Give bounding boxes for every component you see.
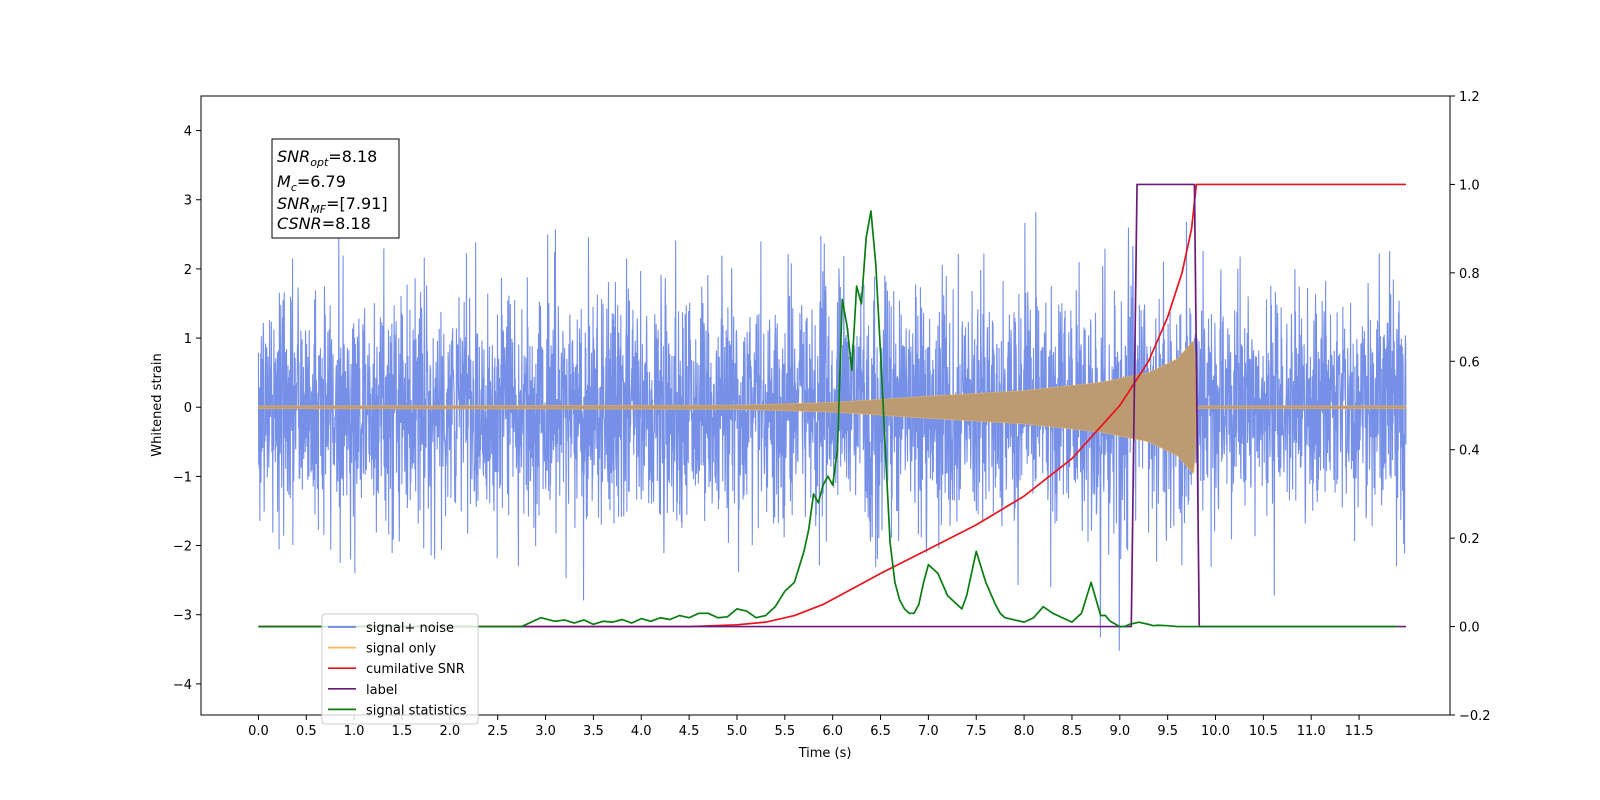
x-tick-label: 5.0 xyxy=(727,724,748,739)
x-tick-label: 3.5 xyxy=(583,724,604,739)
legend: signal+ noise signal only cumilative SNR la… xyxy=(321,613,479,725)
right-axis-series xyxy=(258,183,1406,628)
x-tick-label: 11.0 xyxy=(1297,724,1326,739)
x-tick-label: 5.5 xyxy=(774,724,795,739)
signal-only-series xyxy=(257,339,1407,475)
legend-label: signal only xyxy=(366,642,436,657)
info-snr-mf: SNRMF=[7.91] xyxy=(277,194,388,216)
x-tick-label: 9.0 xyxy=(1109,724,1130,739)
y-tick-label: 2 xyxy=(184,263,192,278)
info-box-frame xyxy=(271,138,400,239)
info-mc: Mc=6.79 xyxy=(277,172,346,194)
legend-label: signal+ noise xyxy=(366,621,454,636)
y2-tick-label: 0.0 xyxy=(1459,621,1480,636)
cumilative-snr-line xyxy=(258,183,1406,628)
x-tick-label: 11.5 xyxy=(1345,724,1374,739)
info-box: SNRopt=8.18 Mc=6.79 SNRMF=[7.91] CSNR=8.… xyxy=(271,138,400,239)
y2-tick-label: 0.4 xyxy=(1459,444,1480,459)
signal-only-band xyxy=(257,339,1407,475)
x-tick-label: 2.0 xyxy=(439,724,460,739)
legend-label: label xyxy=(366,683,397,698)
x-tick-label: 7.5 xyxy=(966,724,987,739)
y-tick-label: −1 xyxy=(173,470,192,485)
x-tick-label: 1.0 xyxy=(344,724,365,739)
x-tick-label: 6.5 xyxy=(870,724,891,739)
legend-label: signal statistics xyxy=(366,703,467,718)
y-axis-label: Whitened strain xyxy=(150,353,165,456)
x-tick-label: 6.0 xyxy=(822,724,843,739)
x-tick-label: 10.5 xyxy=(1249,724,1278,739)
x-tick-label: 2.5 xyxy=(487,724,508,739)
x-tick-label: 4.0 xyxy=(631,724,652,739)
y-axis-ticks: 4 3 2 1 0 −1 −2 −3 −4 xyxy=(173,125,201,693)
legend-label: cumilative SNR xyxy=(366,662,465,677)
x-axis-label: Time (s) xyxy=(798,746,852,761)
x-tick-label: 0.5 xyxy=(296,724,317,739)
y2-tick-label: 0.6 xyxy=(1459,355,1480,370)
x-tick-label: 10.0 xyxy=(1201,724,1230,739)
signal-statistics-line xyxy=(258,210,1398,628)
y-tick-label: −2 xyxy=(173,540,192,555)
y2-tick-label: 1.2 xyxy=(1459,90,1480,105)
info-snr-opt: SNRopt=8.18 xyxy=(277,147,377,169)
x-axis-ticks: 0.0 0.5 1.0 1.5 2.0 2.5 3.0 3.5 4.0 4.5 5.0 5.5 6.0 6… xyxy=(248,715,1374,739)
x-tick-label: 4.5 xyxy=(679,724,700,739)
x-tick-label: 0.0 xyxy=(248,724,269,739)
y2-tick-label: 1.0 xyxy=(1459,178,1480,193)
y2-tick-label: 0.8 xyxy=(1459,267,1480,282)
signal-noise-series xyxy=(257,212,1407,651)
x-tick-label: 8.0 xyxy=(1014,724,1035,739)
y-tick-label: 0 xyxy=(184,401,192,416)
x-tick-label: 7.0 xyxy=(918,724,939,739)
signal-noise-line xyxy=(257,212,1407,651)
x-tick-label: 8.5 xyxy=(1062,724,1083,739)
x-tick-label: 9.5 xyxy=(1157,724,1178,739)
y2-tick-label: −0.2 xyxy=(1459,709,1491,724)
y-tick-label: 3 xyxy=(184,194,192,209)
y2-axis-ticks: 1.2 1.0 0.8 0.6 0.4 0.2 0.0 −0.2 xyxy=(1450,90,1491,724)
x-tick-label: 3.0 xyxy=(535,724,556,739)
y-tick-label: −3 xyxy=(173,609,192,624)
x-tick-label: 1.5 xyxy=(392,724,413,739)
legend-frame xyxy=(321,613,479,725)
y2-tick-label: 0.2 xyxy=(1459,532,1480,547)
info-csnr: CSNR=8.18 xyxy=(277,214,371,233)
plot-frame xyxy=(200,95,1451,716)
y-tick-label: 1 xyxy=(184,332,192,347)
y-tick-label: −4 xyxy=(173,678,192,693)
y-tick-label: 4 xyxy=(184,125,192,140)
